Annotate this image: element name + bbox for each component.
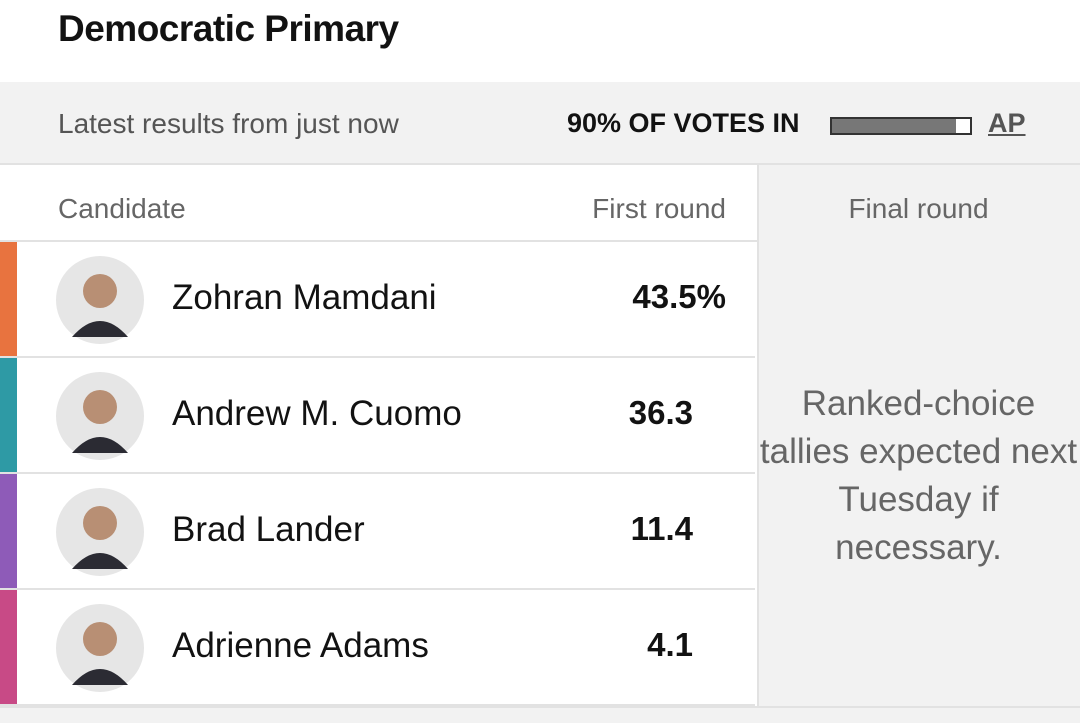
candidate-row: Andrew M. Cuomo 36.3 bbox=[0, 358, 755, 474]
avatar bbox=[56, 604, 144, 692]
first-round-value: 36.3 bbox=[628, 394, 693, 431]
final-round-column bbox=[757, 165, 1080, 706]
latest-results: Latest results from just now bbox=[58, 108, 399, 139]
candidate-row: Brad Lander 11.4 bbox=[0, 474, 755, 590]
source-link[interactable]: AP bbox=[988, 108, 1026, 138]
candidate-name: Andrew M. Cuomo bbox=[172, 394, 462, 433]
divider bbox=[0, 240, 757, 242]
color-stripe bbox=[0, 242, 17, 356]
first-round-value: 4.1 bbox=[647, 626, 693, 663]
footer-band bbox=[0, 706, 1080, 723]
votes-in: 90% OF VOTES IN bbox=[567, 108, 800, 138]
candidate-name: Zohran Mamdani bbox=[172, 278, 437, 317]
avatar bbox=[56, 372, 144, 460]
color-stripe bbox=[0, 590, 17, 704]
first-round-value: 43.5% bbox=[632, 278, 726, 315]
column-header: Final round bbox=[848, 193, 989, 224]
candidate-name: Brad Lander bbox=[172, 510, 365, 549]
column-header: First round bbox=[592, 193, 726, 224]
candidate-row: Adrienne Adams 4.1 bbox=[0, 590, 755, 706]
avatar bbox=[56, 488, 144, 576]
progress-bar bbox=[830, 117, 972, 135]
title: Democratic Primary bbox=[58, 8, 399, 49]
candidate-name: Adrienne Adams bbox=[172, 626, 429, 665]
candidate-row: Zohran Mamdani 43.5% bbox=[0, 242, 755, 358]
first-round-value: 11.4 bbox=[630, 510, 693, 547]
color-stripe bbox=[0, 358, 17, 472]
note: Ranked-choice tallies expected next Tues… bbox=[759, 384, 1078, 567]
progress-fill bbox=[832, 119, 957, 133]
avatar bbox=[56, 256, 144, 344]
column-header: Candidate bbox=[58, 193, 186, 224]
color-stripe bbox=[0, 474, 17, 588]
